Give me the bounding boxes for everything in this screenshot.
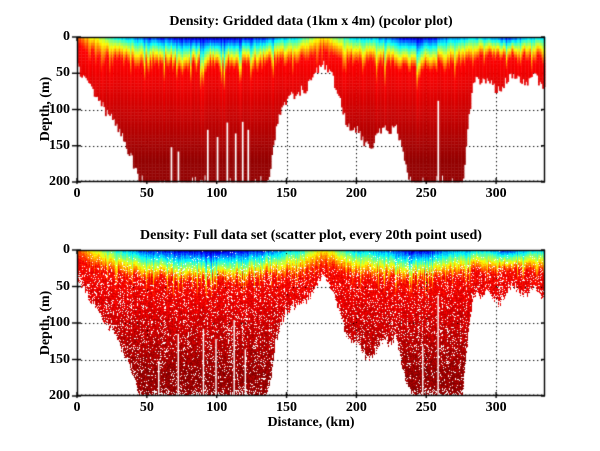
y-tick-label: 0 — [63, 29, 70, 44]
y-tick-label: 0 — [63, 242, 70, 257]
x-tick-label: 150 — [276, 400, 298, 415]
y-tick-label: 200 — [49, 174, 70, 189]
y-tick-label: 50 — [56, 65, 70, 81]
y-tick-label: 150 — [49, 351, 70, 367]
y-tick-label: 150 — [49, 137, 70, 153]
x-tick-label: 0 — [73, 186, 81, 201]
x-tick-label: 50 — [139, 400, 154, 415]
subplot1-title: Density: Gridded data (1km x 4m) (pcolor… — [169, 14, 453, 29]
y-tick-label: 200 — [49, 388, 70, 403]
x-tick-label: 250 — [415, 400, 437, 415]
x-tick-label: 300 — [485, 400, 507, 415]
x-tick-label: 50 — [139, 186, 154, 201]
x-tick-label: 300 — [485, 186, 507, 201]
x-tick-label: 100 — [206, 400, 228, 415]
y-tick-label: 50 — [56, 278, 70, 294]
subplot2-title: Density: Full data set (scatter plot, ev… — [140, 228, 482, 243]
x-tick-label: 100 — [206, 186, 228, 201]
x-tick-label: 200 — [345, 186, 367, 201]
x-axis-label: Distance, (km) — [267, 415, 355, 430]
y-tick-label: 100 — [49, 315, 70, 330]
y-tick-label: 100 — [49, 101, 70, 117]
x-tick-label: 150 — [276, 186, 298, 201]
x-tick-label: 0 — [73, 400, 81, 415]
x-tick-label: 250 — [415, 186, 437, 201]
x-tick-label: 200 — [345, 400, 367, 415]
